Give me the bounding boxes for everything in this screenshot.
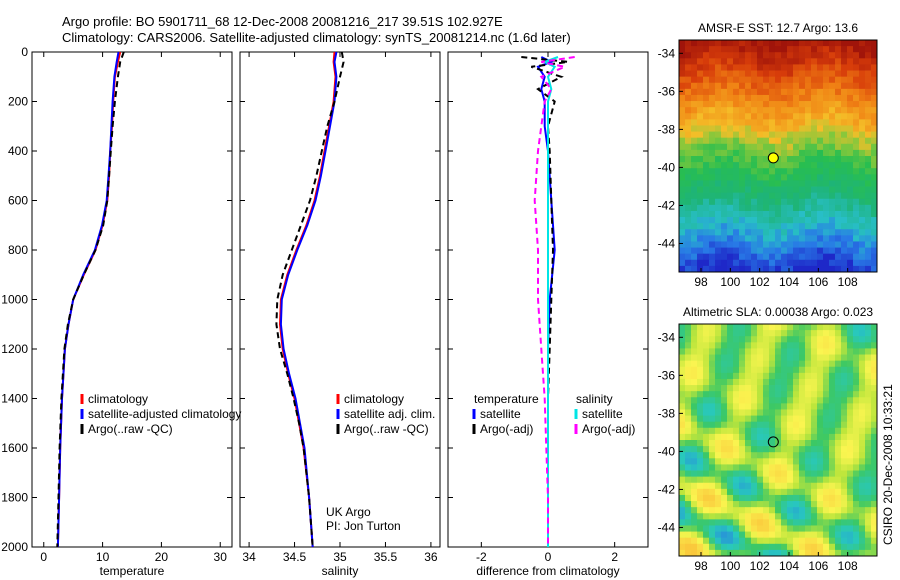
panel-frame (31, 51, 233, 548)
depth-tick-label: 400 (8, 144, 28, 158)
map-x-tick-label: 102 (750, 559, 770, 573)
legend-entry: salinity (576, 392, 613, 406)
map-x-tick-label: 98 (694, 275, 708, 289)
map-y-tick-label: -40 (658, 160, 676, 174)
depth-tick-label: 2000 (1, 540, 28, 554)
panel-annotation: PI: Jon Turton (326, 519, 401, 533)
series-line (56, 51, 125, 548)
map-title: AMSR-E SST: 12.7 Argo: 13.6 (698, 21, 858, 35)
panel-annotation: UK Argo (326, 505, 371, 519)
x-axis-label: salinity (322, 564, 359, 578)
x-tick-label: 36 (424, 550, 438, 564)
map-y-tick-label: -44 (658, 520, 676, 534)
map-y-tick-label: -34 (658, 330, 676, 344)
legend-entry: satellite-adjusted climatology (88, 407, 241, 421)
title-line-1: Argo profile: BO 5901711_68 12-Dec-2008 … (62, 14, 503, 29)
legend-entry: climatology (88, 392, 148, 406)
map-x-tick-label: 106 (808, 559, 828, 573)
map-title: Altimetric SLA: 0.00038 Argo: 0.023 (683, 305, 873, 319)
map-panels: AMSR-E SST: 12.7 Argo: 13.6 98 100 102 104 10… (658, 21, 878, 573)
profile-panels: 0 10 20 30temperature0200400600800100012001… (1, 45, 649, 578)
map-y-tick-label: -42 (658, 198, 676, 212)
depth-tick-label: 800 (8, 243, 28, 257)
depth-tick-label: 1400 (1, 392, 28, 406)
legend-entry: Argo(-adj) (480, 422, 533, 436)
title-line-2: Climatology: CARS2006. Satellite-adjuste… (62, 30, 571, 45)
argo-position-marker (767, 152, 779, 164)
legend-entry: Argo(..raw -QC) (344, 422, 429, 436)
map-y-tick-label: -38 (658, 122, 676, 136)
map-y-tick-label: -34 (658, 46, 676, 60)
x-tick-label: 0 (40, 550, 47, 564)
depth-tick-label: 0 (21, 45, 28, 59)
panel-salinity: 34 34.5 35 35.5 36 salinity climatologysatelli… (239, 51, 441, 578)
x-tick-label: 20 (155, 550, 169, 564)
series-line (279, 51, 338, 548)
side-timestamp: CSIRO 20-Dec-2008 10:33:21 (881, 384, 895, 545)
map-field (679, 40, 878, 273)
map-y-tick-label: -36 (658, 84, 676, 98)
panel-frame (239, 51, 441, 548)
map-x-tick-label: 100 (720, 275, 740, 289)
depth-tick-label: 600 (8, 194, 28, 208)
argo-position-marker (767, 436, 779, 448)
x-tick-label: 2 (611, 550, 618, 564)
map-y-tick-label: -44 (658, 236, 676, 250)
legend-entry: Argo(..raw -QC) (88, 422, 173, 436)
legend-entry: satellite (480, 407, 521, 421)
map-y-tick-label: -42 (658, 482, 676, 496)
map-x-tick-label: 104 (779, 559, 799, 573)
legend-entry: satellite (582, 407, 623, 421)
depth-tick-label: 200 (8, 95, 28, 109)
x-tick-label: 35 (333, 550, 347, 564)
map-x-tick-label: 100 (720, 559, 740, 573)
map-x-tick-label: 104 (779, 275, 799, 289)
map-y-tick-label: -38 (658, 406, 676, 420)
series-line (533, 56, 575, 547)
legend-entry: temperature (474, 392, 539, 406)
map-y-tick-label: -40 (658, 444, 676, 458)
x-tick-label: 35.5 (374, 550, 398, 564)
depth-tick-label: 1000 (1, 293, 28, 307)
x-axis-label: difference from climatology (476, 564, 619, 578)
depth-tick-label: 1600 (1, 441, 28, 455)
x-axis-label: temperature (100, 564, 165, 578)
x-tick-label: 10 (96, 550, 110, 564)
panel-sst_map: AMSR-E SST: 12.7 Argo: 13.6 98 100 102 104 10… (658, 21, 878, 289)
map-x-tick-label: 108 (838, 559, 858, 573)
map-y-tick-label: -36 (658, 368, 676, 382)
map-frame (678, 323, 878, 557)
depth-tick-label: 1800 (1, 491, 28, 505)
map-x-tick-label: 98 (694, 559, 708, 573)
x-tick-label: 30 (214, 550, 228, 564)
panel-sla_map: Altimetric SLA: 0.00038 Argo: 0.023 98 100… (658, 305, 878, 573)
x-tick-label: 0 (545, 550, 552, 564)
depth-tick-label: 1200 (1, 342, 28, 356)
map-x-tick-label: 108 (838, 275, 858, 289)
x-tick-label: 34 (242, 550, 256, 564)
map-frame (678, 39, 878, 273)
series-line (275, 51, 345, 548)
map-x-tick-label: 106 (808, 275, 828, 289)
legend-entry: satellite adj. clim. (344, 407, 435, 421)
legend-entry: climatology (344, 392, 404, 406)
x-tick-label: 34.5 (283, 550, 307, 564)
map-x-tick-label: 102 (750, 275, 770, 289)
panel-temperature: 0 10 20 30 temperature 0 200 400 600 800 1000 1200 1… (1, 45, 241, 578)
legend-entry: Argo(-adj) (582, 422, 635, 436)
x-tick-label: -2 (476, 550, 487, 564)
series-line (56, 51, 120, 548)
